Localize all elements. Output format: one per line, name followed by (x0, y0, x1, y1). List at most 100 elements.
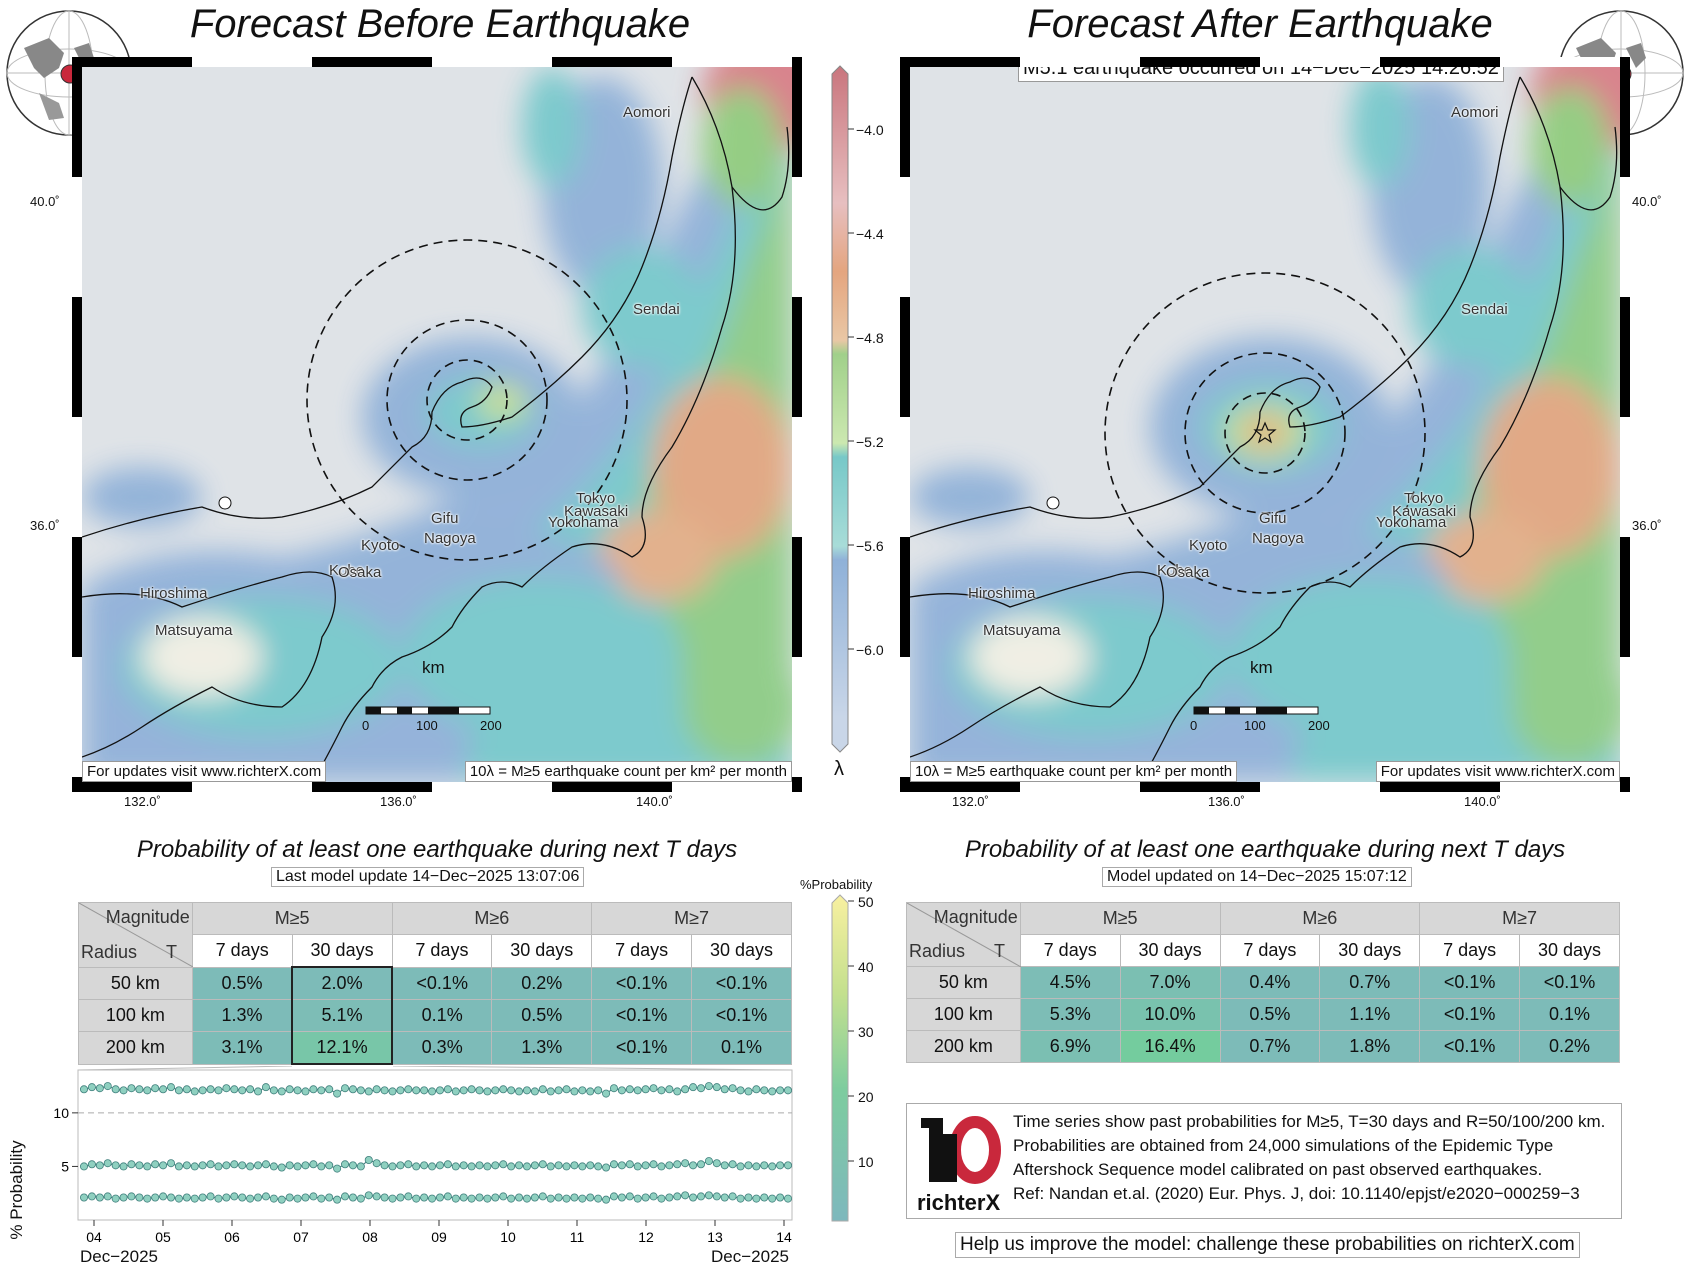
right-forecast-map[interactable]: M5.1 earthquake occurred on 14−Dec−2025 … (910, 67, 1620, 782)
prob-cell[interactable]: 3.1% (191, 1031, 293, 1065)
series-point (348, 1161, 357, 1170)
mag-header-5: M≥5 (191, 902, 393, 935)
prob-cell[interactable]: 1.3% (491, 1031, 593, 1065)
series-point (578, 1162, 587, 1171)
series-point (388, 1162, 397, 1171)
left-lat-36: 36.0˚ (30, 518, 60, 533)
prob-cell[interactable]: 4.5% (1019, 966, 1121, 999)
series-point (214, 1086, 223, 1095)
prob-cell[interactable]: 0.1% (391, 999, 493, 1032)
series-point (356, 1162, 365, 1171)
series-point (459, 1086, 468, 1095)
series-point (159, 1161, 168, 1170)
series-point (420, 1086, 429, 1095)
series-point (681, 1159, 690, 1168)
left-update-label: Last model update 14−Dec−2025 13:07:06 (271, 867, 585, 887)
series-point (483, 1194, 492, 1203)
prob-cell[interactable]: <0.1% (591, 1031, 693, 1065)
prob-cell[interactable]: 7.0% (1119, 966, 1221, 999)
prob-cell[interactable]: <0.1% (591, 966, 693, 1000)
city-tokyo: Tokyo (1404, 490, 1444, 507)
series-point (507, 1194, 516, 1203)
chart-x-ticks: 04 05 06 07 08 09 10 11 12 13 14 (86, 1220, 792, 1245)
series-point (562, 1085, 571, 1094)
prob-cell[interactable]: 1.3% (191, 999, 293, 1032)
prob-cell[interactable]: 0.7% (1219, 1030, 1321, 1063)
period-header: 30 days (1519, 934, 1620, 967)
prob-cell-selected[interactable]: 2.0% (291, 966, 393, 1000)
prob-cell[interactable]: 0.1% (1519, 998, 1620, 1031)
series-point (443, 1160, 452, 1169)
right-footer-link[interactable]: For updates visit www.richterX.com (1375, 761, 1620, 782)
series-point (246, 1085, 255, 1094)
left-footer-link[interactable]: For updates visit www.richterX.com (82, 761, 327, 782)
prob-cell[interactable]: <0.1% (691, 966, 792, 1000)
series-point (230, 1160, 239, 1169)
city-tokyo: Tokyo (576, 490, 616, 507)
prob-cell[interactable]: <0.1% (1419, 1030, 1521, 1063)
prob-cell[interactable]: <0.1% (1519, 966, 1620, 999)
prob-cell[interactable]: <0.1% (591, 999, 693, 1032)
prob-cell[interactable]: 0.4% (1219, 966, 1321, 999)
left-map-frame-bottom (72, 782, 802, 792)
prob-cell-selected[interactable]: 5.1% (291, 999, 393, 1032)
series-point (649, 1160, 658, 1169)
corner-magnitude: Magnitude (105, 907, 190, 927)
city-yokohama: Yokohama (1376, 514, 1447, 531)
prob-cell[interactable]: 5.3% (1019, 998, 1121, 1031)
prob-cell[interactable]: 0.1% (691, 1031, 792, 1065)
prob-cell[interactable]: 0.5% (491, 999, 593, 1032)
probability-timeseries-chart[interactable]: 5 10 04 05 06 07 08 09 10 11 12 13 14 (0, 1066, 800, 1266)
series-point (594, 1162, 603, 1171)
series-point (602, 1089, 611, 1098)
series-point (80, 1162, 89, 1171)
left-forecast-map[interactable]: Aomori Sendai Tokyo Kawasaki Yokohama Gi… (82, 67, 792, 782)
prob-cell[interactable]: 10.0% (1119, 998, 1221, 1031)
lambda-tick-2: −4.4 (856, 226, 884, 242)
series-point (586, 1193, 595, 1202)
prob-cell[interactable]: <0.1% (391, 966, 493, 1000)
series-point (372, 1159, 381, 1168)
prob-cell[interactable]: 0.2% (1519, 1030, 1620, 1063)
series-point (594, 1086, 603, 1095)
prob-tick-10: 10 (858, 1154, 874, 1170)
city-aomori: Aomori (623, 104, 671, 121)
series-point (182, 1193, 191, 1202)
radius-label: 100 km (78, 999, 193, 1032)
prob-cell[interactable]: 0.7% (1319, 966, 1421, 999)
series-point (119, 1193, 128, 1202)
series-point (451, 1194, 460, 1203)
series-point (151, 1193, 160, 1202)
prob-cell[interactable]: 0.5% (1219, 998, 1321, 1031)
mag-header-6: M≥6 (391, 902, 593, 935)
series-point (222, 1161, 231, 1170)
prob-cell[interactable]: <0.1% (691, 999, 792, 1032)
logo-text: richterX (917, 1190, 1001, 1215)
prob-cell[interactable]: 1.1% (1319, 998, 1421, 1031)
event-label: M5.1 earthquake occurred on 14−Dec−2025 … (1018, 67, 1504, 82)
city-kyoto: Kyoto (1189, 537, 1228, 554)
prob-tick-50: 50 (858, 894, 874, 910)
prob-cell[interactable]: 16.4% (1119, 1030, 1221, 1063)
series-point (657, 1194, 666, 1203)
prob-cell[interactable]: 0.2% (491, 966, 593, 1000)
help-link[interactable]: Help us improve the model: challenge the… (955, 1232, 1580, 1258)
right-update-label: Model updated on 14−Dec−2025 15:07:12 (1102, 867, 1412, 887)
epicenter-star-icon (1253, 421, 1277, 444)
series-point (586, 1161, 595, 1170)
prob-cell[interactable]: <0.1% (1419, 998, 1521, 1031)
prob-cell[interactable]: 0.3% (391, 1031, 493, 1065)
prob-cell[interactable]: 6.9% (1019, 1030, 1121, 1063)
prob-cell-selected[interactable]: 12.1% (291, 1031, 393, 1065)
series-point (309, 1192, 318, 1201)
prob-cell[interactable]: <0.1% (1419, 966, 1521, 999)
series-point (230, 1085, 239, 1094)
table-corner: Magnitude Radius T (78, 902, 193, 968)
prob-cell[interactable]: 1.8% (1319, 1030, 1421, 1063)
series-point (285, 1085, 294, 1094)
series-point (111, 1085, 120, 1094)
series-point (356, 1194, 365, 1203)
prob-cell[interactable]: 0.5% (191, 966, 293, 1000)
left-title: Forecast Before Earthquake (189, 2, 691, 46)
series-point (261, 1083, 270, 1092)
